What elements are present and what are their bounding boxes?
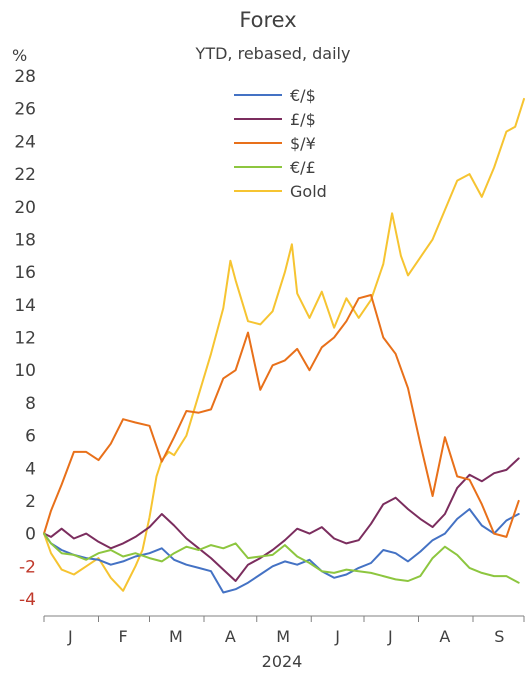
chart-subtitle: YTD, rebased, daily: [195, 44, 351, 63]
x-tick-label: M: [276, 627, 290, 646]
y-tick-label: 24: [14, 132, 36, 152]
y-tick-label: 12: [14, 329, 36, 349]
y-tick-label: 16: [14, 263, 36, 283]
y-tick-label: 6: [25, 427, 36, 447]
y-tick-label: 28: [14, 67, 36, 87]
legend-label: €/$: [290, 86, 316, 105]
x-tick-label: A: [225, 627, 236, 646]
series-line-0: [43, 508, 520, 594]
y-axis-unit: %: [12, 46, 27, 65]
x-tick-label: S: [494, 627, 504, 646]
x-tick-label: F: [119, 627, 128, 646]
y-tick-label: 0: [25, 525, 36, 545]
y-tick-label: 22: [14, 165, 36, 185]
legend-label: $/¥: [290, 134, 316, 153]
x-tick-label: J: [67, 627, 73, 646]
series-lines: [43, 97, 525, 594]
chart-title: Forex: [239, 8, 296, 32]
x-tick-label: M: [169, 627, 183, 646]
legend-label: €/£: [290, 158, 316, 177]
legend-label: £/$: [290, 110, 316, 129]
series-line-4: [43, 97, 525, 592]
y-tick-label: -2: [19, 557, 36, 577]
y-tick-label: 18: [14, 230, 36, 250]
series-line-3: [43, 532, 520, 584]
y-tick-label: 8: [25, 394, 36, 414]
series-line-1: [43, 457, 520, 582]
series-line-2: [43, 294, 520, 538]
x-tick-label: J: [334, 627, 340, 646]
x-axis-year-label: 2024: [262, 652, 303, 671]
y-tick-label: 20: [14, 198, 36, 218]
y-tick-label: 26: [14, 100, 36, 120]
y-tick-label: 14: [14, 296, 36, 316]
y-tick-label: 4: [25, 459, 36, 479]
y-tick-label: 10: [14, 361, 36, 381]
y-tick-label: -4: [19, 590, 36, 610]
legend-label: Gold: [290, 182, 327, 201]
x-tick-label: A: [439, 627, 450, 646]
y-tick-label: 2: [25, 492, 36, 512]
x-tick-label: J: [387, 627, 393, 646]
legend: €/$ £/$ $/¥ €/£ Gold: [234, 86, 327, 201]
